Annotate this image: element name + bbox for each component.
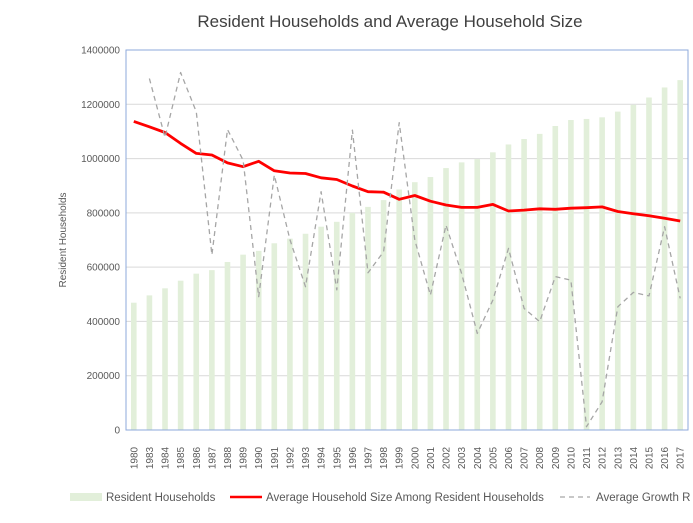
bar-1996 <box>349 212 356 430</box>
bar-2017 <box>677 80 683 430</box>
x-tick-label: 2007 <box>520 446 531 469</box>
bar-1987 <box>209 270 215 430</box>
bar-series <box>131 80 683 431</box>
x-tick-label: 1989 <box>239 446 250 469</box>
x-tick-label: 2003 <box>457 446 468 469</box>
bar-1984 <box>162 288 168 430</box>
bar-2008 <box>536 133 543 430</box>
bar-1986 <box>193 273 200 430</box>
bar-2002 <box>443 168 449 431</box>
bar-2007 <box>521 139 527 430</box>
y-tick-label: 1000000 <box>81 154 120 165</box>
x-tick-label: 1996 <box>348 446 359 469</box>
bar-1994 <box>318 226 324 430</box>
bar-2006 <box>505 144 512 430</box>
y-tick-label: 600000 <box>87 263 121 274</box>
x-tick-label: 1992 <box>285 446 296 469</box>
x-tick-label: 1990 <box>254 446 265 469</box>
bar-2016 <box>661 87 668 430</box>
bar-1983 <box>146 295 153 430</box>
legend-label-households: Resident Households <box>106 492 216 504</box>
x-tick-label: 2016 <box>660 446 671 469</box>
x-tick-label: 1993 <box>301 446 312 469</box>
y-tick-label: 400000 <box>87 317 121 328</box>
x-tick-label: 1986 <box>192 446 203 469</box>
x-tick-label: 1995 <box>332 446 343 469</box>
x-tick-label: 2001 <box>426 446 437 469</box>
bar-1999 <box>396 189 402 430</box>
bar-1990 <box>255 250 262 430</box>
chart-title: Resident Households and Average Househol… <box>197 12 582 31</box>
x-tick-label: 2010 <box>566 446 577 469</box>
x-tick-label: 2009 <box>551 446 562 469</box>
x-tick-label: 1984 <box>161 446 172 469</box>
x-tick-label: 1998 <box>379 446 390 469</box>
bar-2009 <box>552 126 559 430</box>
x-tick-label: 1997 <box>363 446 374 469</box>
bar-2011 <box>583 118 590 430</box>
x-tick-label: 2017 <box>676 446 687 469</box>
y-tick-label: 200000 <box>87 371 121 382</box>
bar-1991 <box>271 243 278 430</box>
y-axis-ticks: 0 200000 400000 600000 800000 1000000 1200000 1… <box>81 46 120 437</box>
bar-1985 <box>177 280 184 430</box>
x-tick-label: 1985 <box>176 446 187 469</box>
bar-1993 <box>302 233 309 430</box>
bar-1997 <box>365 206 371 430</box>
x-tick-label: 2008 <box>535 446 546 469</box>
bar-1988 <box>224 261 231 430</box>
y-tick-label: 1400000 <box>81 46 120 57</box>
bar-1980 <box>131 302 137 430</box>
x-tick-label: 1983 <box>145 446 156 469</box>
legend: Resident Households Average Household Si… <box>70 492 690 504</box>
bar-2012 <box>599 117 605 431</box>
bar-1995 <box>333 221 340 430</box>
x-tick-label: 2006 <box>504 446 515 469</box>
x-tick-label: 2014 <box>629 446 640 469</box>
bar-2014 <box>630 104 637 430</box>
y-tick-label: 1200000 <box>81 100 120 111</box>
x-tick-label: 2012 <box>598 446 609 469</box>
y-axis-label: Resident Households <box>58 192 69 287</box>
x-tick-label: 2013 <box>613 446 624 469</box>
x-tick-label: 1991 <box>270 446 281 469</box>
bar-2003 <box>458 162 465 430</box>
bar-2010 <box>568 120 574 431</box>
x-tick-label: 1980 <box>129 446 140 469</box>
x-tick-label: 1987 <box>207 446 218 469</box>
x-tick-label: 2002 <box>442 446 453 469</box>
x-tick-label: 2005 <box>488 446 499 469</box>
x-tick-label: 2000 <box>410 446 421 469</box>
x-tick-label: 2015 <box>644 446 655 469</box>
legend-swatch-bar <box>70 493 102 501</box>
x-tick-label: 1999 <box>395 446 406 469</box>
bar-2001 <box>427 177 434 430</box>
x-tick-label: 1988 <box>223 446 234 469</box>
household-size-line <box>133 120 681 223</box>
legend-label-growth: Average Growth R <box>596 492 690 504</box>
bar-2004 <box>474 159 481 430</box>
growth-rate-line <box>148 71 681 428</box>
x-tick-label: 2011 <box>582 447 593 469</box>
y-tick-label: 0 <box>114 426 120 437</box>
plot-frame <box>125 49 689 431</box>
x-tick-label: 2004 <box>473 446 484 469</box>
bar-2013 <box>614 111 621 430</box>
bar-2000 <box>412 182 418 430</box>
bar-1989 <box>240 254 246 430</box>
bar-1998 <box>380 200 387 430</box>
x-axis-ticks: 1980 1983 1984 1985 1986 1987 1988 1989 1990 1991… <box>129 446 686 469</box>
x-tick-label: 1994 <box>317 446 328 469</box>
bar-2005 <box>490 152 496 431</box>
line-series <box>133 71 681 428</box>
bar-2015 <box>646 97 652 430</box>
y-tick-label: 800000 <box>87 208 121 219</box>
legend-label-size: Average Household Size Among Resident Ho… <box>266 492 544 504</box>
bar-1992 <box>287 238 293 430</box>
